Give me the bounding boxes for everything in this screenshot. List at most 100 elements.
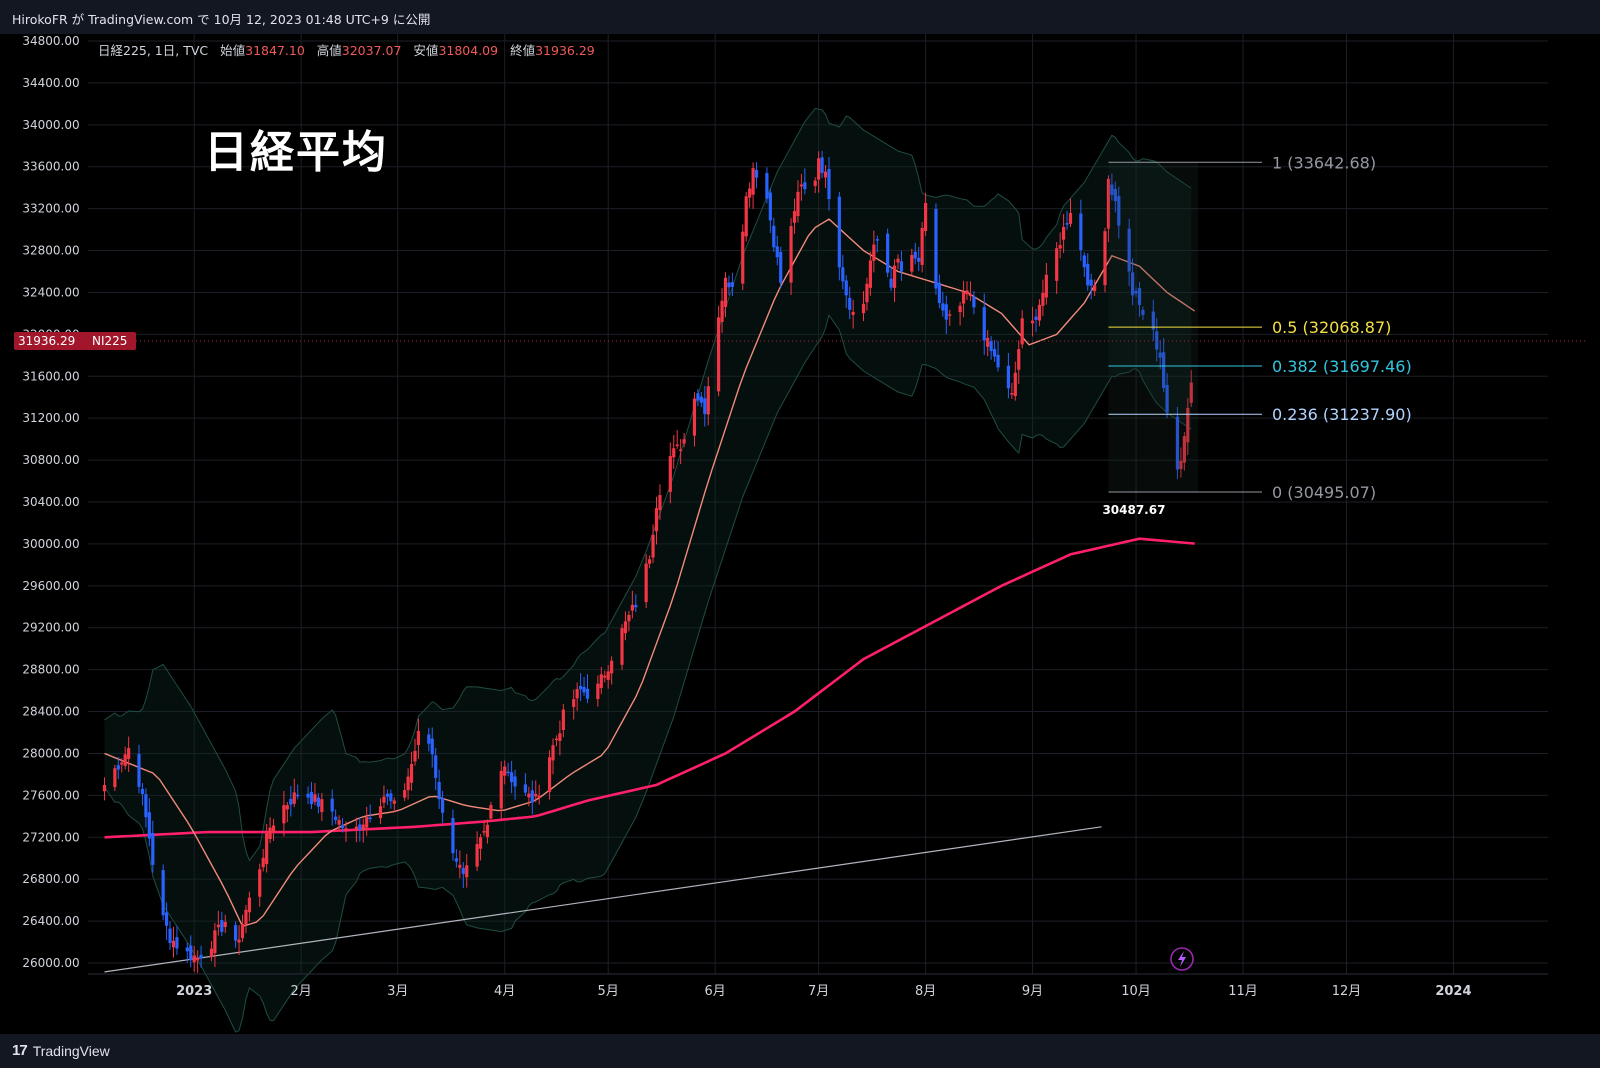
price-tick-label: 30800.00	[22, 453, 79, 467]
candle-body	[523, 784, 527, 793]
candle-body	[1137, 287, 1142, 305]
candle-body	[354, 826, 358, 829]
candle-body	[696, 393, 700, 401]
bollinger-upper	[104, 107, 1192, 862]
candlestick-chart[interactable]: 1 (33642.68) 0.5 (32068.87) 0.382 (31697.4…	[8, 34, 1592, 1034]
time-tick-label: 9月	[1022, 984, 1043, 999]
candle-body	[1079, 213, 1083, 251]
candle-body	[389, 793, 393, 802]
candle-body	[1020, 318, 1024, 345]
time-tick-label: 5月	[598, 984, 619, 999]
candle-body	[1013, 372, 1017, 397]
candle-body	[1165, 384, 1169, 413]
candle-body	[823, 171, 828, 178]
candle-body	[289, 798, 293, 805]
candle-body	[1127, 228, 1131, 272]
candle-body	[720, 300, 724, 322]
candle-body	[941, 303, 945, 311]
price-tick-label: 26400.00	[22, 914, 79, 928]
time-tick-label: 10月	[1121, 984, 1151, 999]
candle-body	[958, 305, 962, 313]
long-term-trendline	[104, 826, 1102, 973]
candle-body	[382, 796, 386, 803]
candle-body	[682, 439, 686, 444]
candle-body	[554, 738, 559, 741]
candle-body	[244, 909, 248, 925]
candle-body	[1093, 285, 1097, 292]
candle-body	[430, 738, 434, 755]
tradingview-logo[interactable]: 17 TradingView	[12, 1042, 110, 1059]
candles	[102, 150, 1193, 973]
price-tick-label: 26800.00	[22, 872, 79, 886]
candle-body	[585, 688, 590, 699]
candle-body	[768, 192, 772, 221]
candle-body	[285, 805, 289, 810]
candle-body	[889, 278, 893, 288]
candle-body	[651, 534, 655, 558]
candle-body	[330, 798, 334, 812]
candle-body	[896, 258, 900, 263]
candle-body	[220, 920, 224, 932]
candle-body	[944, 304, 948, 320]
last-price-tag	[14, 332, 136, 351]
fib-level-label: 0 (30495.07)	[1272, 483, 1376, 502]
chart-title-overlay: 日経平均	[204, 127, 388, 178]
candle-body	[151, 832, 155, 865]
brand-label: TradingView	[32, 1042, 110, 1059]
candle-body	[337, 820, 341, 825]
close-value: 31936.29	[535, 43, 595, 58]
candle-body	[727, 282, 731, 288]
bollinger-fill	[104, 108, 1192, 1033]
chart-area[interactable]: 1 (33642.68) 0.5 (32068.87) 0.382 (31697.4…	[8, 34, 1592, 1034]
candle-body	[861, 303, 866, 314]
candle-body	[161, 870, 165, 916]
candle-body	[1041, 292, 1045, 306]
candle-body	[551, 745, 555, 761]
replay-bolt-icon[interactable]	[1170, 947, 1194, 971]
candle-body	[1155, 331, 1159, 350]
grid-lines	[88, 34, 1548, 974]
candle-body	[1182, 436, 1186, 463]
time-tick-label: 11月	[1228, 984, 1258, 999]
candle-body	[1106, 178, 1111, 229]
candle-body	[827, 168, 831, 200]
price-tick-label: 26000.00	[22, 956, 79, 970]
candle-body	[530, 790, 534, 803]
candle-body	[1186, 407, 1190, 443]
candle-body	[1110, 184, 1114, 195]
close-label: 終値	[510, 43, 536, 58]
candle-body	[320, 799, 324, 813]
candle-body	[1068, 213, 1073, 224]
candle-body	[392, 800, 396, 804]
candle-body	[892, 265, 897, 288]
candle-body	[654, 508, 659, 532]
candle-body	[1017, 349, 1021, 370]
candle-body	[413, 750, 417, 762]
candle-body	[510, 772, 514, 783]
candle-body	[258, 869, 262, 897]
candle-body	[378, 806, 383, 819]
session-low-label: 30487.67	[1102, 503, 1165, 517]
candle-body	[679, 449, 683, 452]
candle-body	[475, 844, 479, 867]
price-tick-label: 28800.00	[22, 663, 79, 677]
candle-body	[744, 196, 748, 237]
fibonacci-retracement: 1 (33642.68) 0.5 (32068.87) 0.382 (31697.4…	[1102, 153, 1411, 517]
symbol-label[interactable]: 日経225, 1日, TVC	[98, 43, 209, 58]
candle-body	[292, 792, 296, 804]
candle-body	[461, 867, 465, 874]
candle-body	[703, 398, 707, 415]
price-tick-label: 27600.00	[22, 788, 79, 802]
candle-body	[886, 233, 890, 273]
candle-body	[547, 757, 552, 792]
candle-body	[779, 251, 783, 283]
candle-body	[1089, 279, 1093, 286]
candle-body	[982, 307, 986, 341]
bollinger-band	[104, 107, 1192, 1033]
candle-body	[1058, 245, 1062, 249]
candle-body	[416, 731, 421, 746]
candle-body	[451, 817, 455, 854]
candle-body	[123, 754, 127, 766]
high-label: 高値	[316, 43, 342, 58]
candle-body	[917, 257, 921, 262]
